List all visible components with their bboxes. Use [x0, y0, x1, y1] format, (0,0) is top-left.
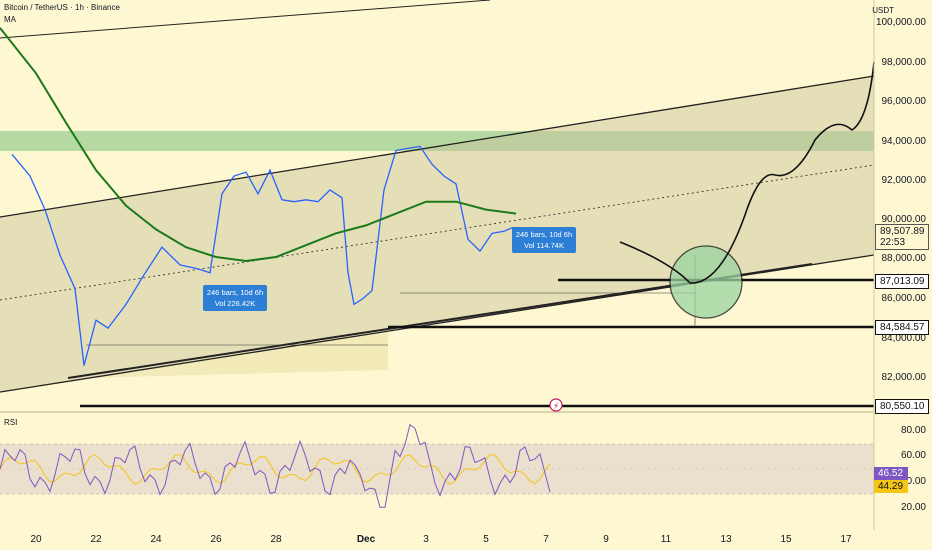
measure-box-1[interactable]: 246 bars, 10d 6h Vol 226.42K [203, 285, 267, 311]
price-line [11, 145, 520, 366]
x-label-5: 5 [483, 534, 489, 545]
rsi-tick-80: 80.00 [900, 425, 926, 436]
event-marker-icon: ⚡ [553, 402, 559, 412]
upper-trend-line [0, 0, 491, 39]
channel-fill [0, 76, 874, 392]
x-label-22: 22 [90, 534, 102, 545]
rsi-line [0, 423, 551, 508]
event-marker[interactable] [549, 398, 563, 412]
x-label-7: 7 [543, 534, 549, 545]
x-label-20: 20 [30, 534, 42, 545]
measure-box-2[interactable]: 246 bars, 10d 6h Vol 114.74K [512, 227, 576, 253]
rsi-indicator-label[interactable]: RSI [4, 418, 18, 427]
current-price: 89,507.89 [880, 226, 925, 237]
channel-mid-line [0, 164, 875, 301]
x-label-11: 11 [660, 534, 672, 545]
x-label-17: 17 [840, 534, 852, 545]
plot-layer [0, 27, 551, 508]
currency-label: USDT [872, 6, 894, 15]
symbol-title: Bitcoin / TetherUS · 1h · Binance [4, 3, 120, 12]
current-price-tag: 89,507.89 22:53 [875, 224, 929, 250]
level-tag-84584: 84,584.57 [875, 320, 929, 335]
price-tick-82000: 82,000.00 [881, 372, 927, 383]
level-tag-87013: 87,013.09 [875, 274, 929, 289]
ma-line [0, 27, 517, 263]
price-tick-88000: 88,000.00 [881, 253, 927, 264]
rsi-tick-40: 40.00 [900, 476, 926, 487]
resistance-zone [0, 131, 874, 151]
x-label-9: 9 [603, 534, 609, 545]
bar-countdown: 22:53 [880, 237, 906, 248]
price-tick-96000: 96,000.00 [881, 96, 927, 107]
price-tick-100000: 100,000.00 [875, 17, 926, 28]
price-tick-86000: 86,000.00 [881, 293, 927, 304]
x-label-28: 28 [270, 534, 282, 545]
price-tick-90000: 90,000.00 [881, 214, 927, 225]
x-label-24: 24 [150, 534, 162, 545]
level-tag-80550: 80,550.10 [875, 399, 929, 414]
target-circle [669, 245, 743, 319]
rsi-value-tag: 46.52 [874, 467, 908, 480]
measure-box-1-vol: Vol 226.42K [214, 299, 256, 308]
ma-indicator-label[interactable]: MA [4, 15, 16, 24]
price-tick-98000: 98,000.00 [881, 57, 927, 68]
rsi-tick-20: 20.00 [900, 502, 926, 513]
x-label-26: 26 [210, 534, 222, 545]
rsi-ma-line [0, 453, 551, 485]
projection-path [619, 61, 875, 284]
x-label-dec: Dec [356, 534, 376, 545]
channel-upper-line [0, 75, 875, 218]
price-tick-94000: 94,000.00 [881, 136, 927, 147]
price-tick-92000: 92,000.00 [881, 175, 927, 186]
rsi-ma-value-tag: 44.29 [874, 480, 908, 493]
price-tick-84000: 84,000.00 [881, 333, 927, 344]
measure-box-1-bars: 246 bars, 10d 6h [206, 288, 264, 297]
support-zone [86, 330, 388, 378]
measure-box-2-vol: Vol 114.74K [524, 241, 564, 250]
x-label-15: 15 [780, 534, 792, 545]
x-label-13: 13 [720, 534, 732, 545]
measure-box-2-bars: 246 bars, 10d 6h [515, 230, 573, 239]
rsi-tick-60: 60.00 [900, 450, 926, 461]
x-label-3: 3 [423, 534, 429, 545]
